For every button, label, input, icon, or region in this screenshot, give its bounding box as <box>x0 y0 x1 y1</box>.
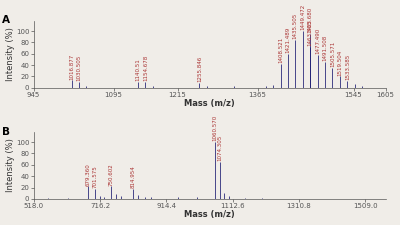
Text: 1505.571: 1505.571 <box>330 41 335 67</box>
Text: 1491.508: 1491.508 <box>322 35 328 61</box>
Text: 1519.504: 1519.504 <box>338 49 342 76</box>
Text: 1074.305: 1074.305 <box>217 135 222 161</box>
Text: 1060.570: 1060.570 <box>213 115 218 141</box>
Text: 679.360: 679.360 <box>85 163 90 186</box>
Text: B: B <box>2 126 10 137</box>
Text: 750.602: 750.602 <box>109 163 114 186</box>
Y-axis label: Intensity (%): Intensity (%) <box>6 27 14 81</box>
Text: 1463.680: 1463.680 <box>308 7 313 33</box>
Text: 1140.51: 1140.51 <box>135 58 140 81</box>
Text: 1533.585: 1533.585 <box>345 54 350 80</box>
Text: 1477.490: 1477.490 <box>315 28 320 54</box>
Text: 1255.846: 1255.846 <box>197 56 202 82</box>
Text: 1421.489: 1421.489 <box>285 27 290 53</box>
Y-axis label: Intensity (%): Intensity (%) <box>6 138 14 192</box>
X-axis label: Mass (m/z): Mass (m/z) <box>184 210 235 219</box>
Text: 1030.505: 1030.505 <box>77 54 82 81</box>
Text: 1463.505: 1463.505 <box>308 20 312 46</box>
Text: 1435.505: 1435.505 <box>293 12 298 39</box>
Text: 814.954: 814.954 <box>130 165 136 188</box>
Text: 1408.521: 1408.521 <box>278 37 283 63</box>
Text: 1449.472: 1449.472 <box>300 4 305 30</box>
Text: 1154.678: 1154.678 <box>143 55 148 81</box>
Text: A: A <box>2 16 10 25</box>
Text: 701.575: 701.575 <box>92 165 98 188</box>
X-axis label: Mass (m/z): Mass (m/z) <box>184 99 235 108</box>
Text: 1016.877: 1016.877 <box>70 53 74 80</box>
